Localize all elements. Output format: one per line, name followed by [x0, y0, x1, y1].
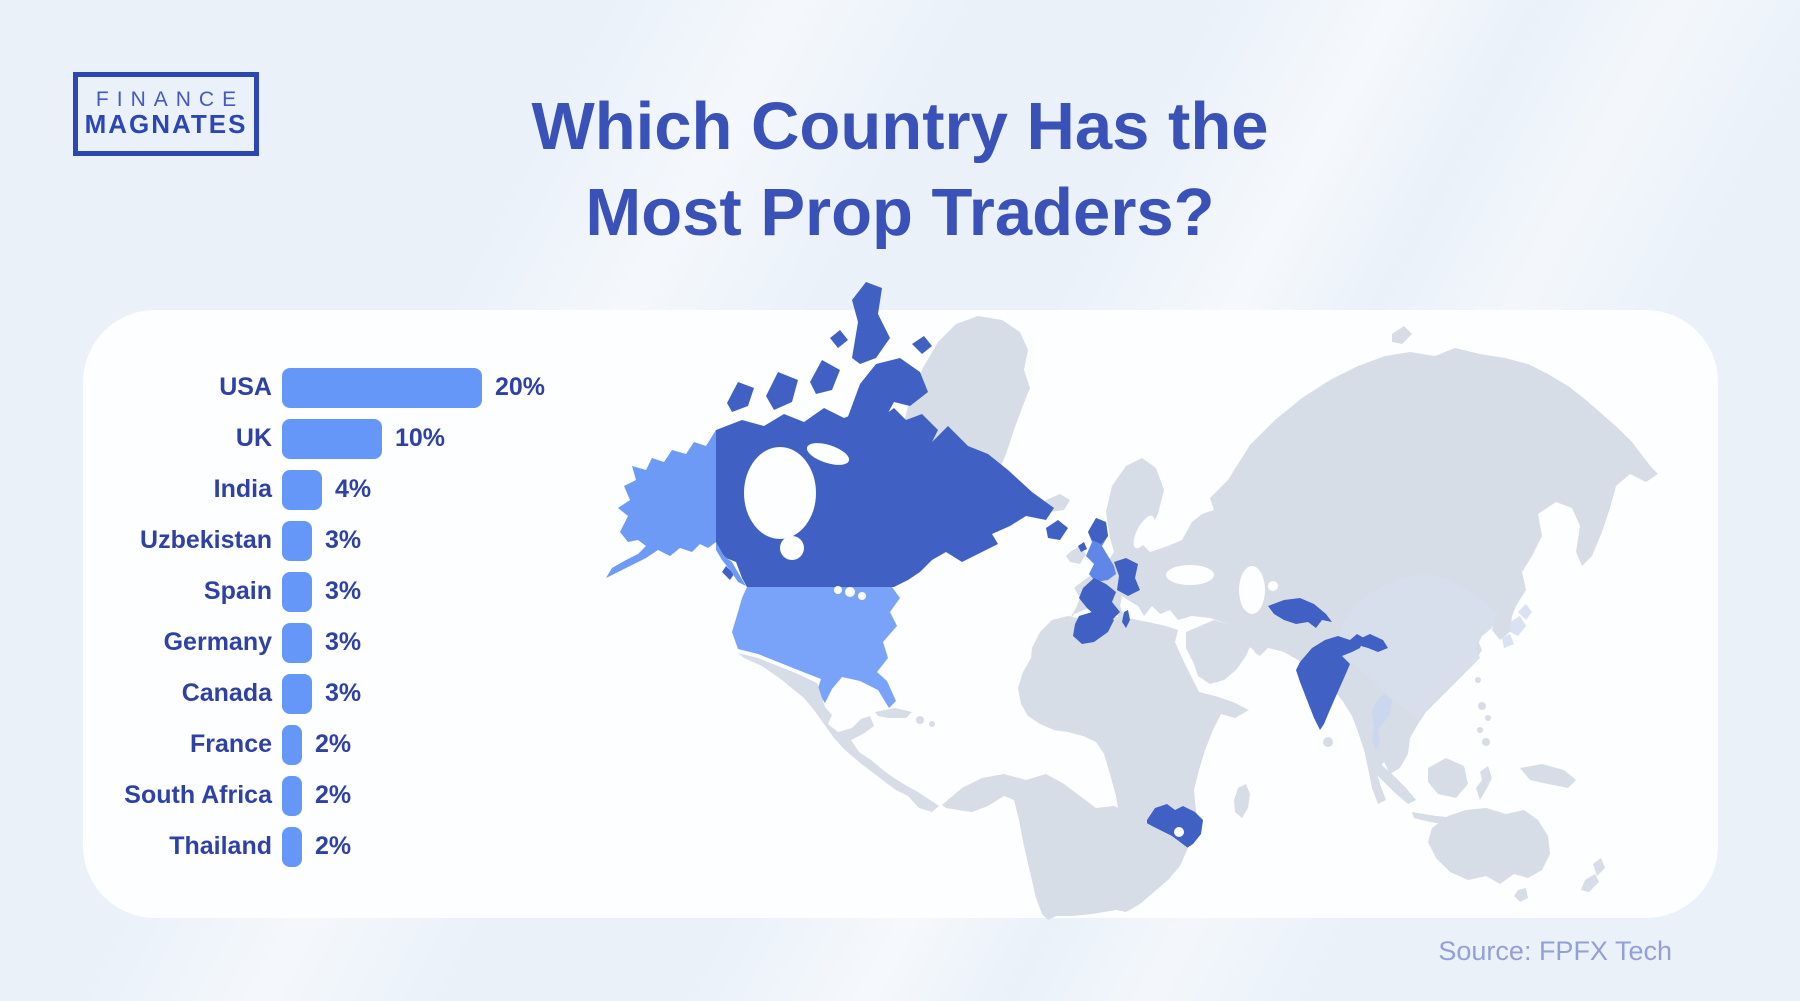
- bar-track: 2%: [282, 775, 352, 816]
- bar-value: 4%: [335, 475, 372, 503]
- map-scotland: [1088, 518, 1108, 544]
- bar-label: Canada: [181, 679, 272, 707]
- bar-label: South Africa: [124, 781, 272, 809]
- bar: [282, 826, 302, 867]
- map-indonesia: [1370, 758, 1576, 826]
- map-hudson-bay: [744, 443, 850, 560]
- bar-row: USA 20%: [83, 362, 643, 413]
- map-alaska: [606, 430, 746, 586]
- map-mexico: [738, 653, 939, 812]
- bar-row: Germany 3%: [83, 617, 643, 668]
- bar-label: Germany: [163, 628, 272, 656]
- world-map: [606, 282, 1658, 920]
- map-thailand: [1372, 694, 1392, 750]
- bar: [282, 367, 482, 408]
- bar: [282, 724, 302, 765]
- map-philippines: [1475, 677, 1491, 746]
- finance-magnates-logo: FINANCE MAGNATES: [73, 72, 259, 156]
- bar-row: South Africa 2%: [83, 770, 643, 821]
- map-germany: [1114, 558, 1140, 596]
- map-madagascar: [1234, 784, 1250, 818]
- bar-value: 2%: [315, 832, 352, 860]
- bar-value: 2%: [315, 730, 352, 758]
- bar-label: USA: [219, 373, 272, 401]
- map-japan: [1502, 604, 1532, 648]
- map-australia: [1428, 808, 1605, 902]
- bar-value: 20%: [495, 373, 546, 401]
- bar-label: France: [190, 730, 272, 758]
- bar-value: 2%: [315, 781, 352, 809]
- bar-label: UK: [235, 424, 272, 452]
- map-corsica: [1122, 610, 1130, 628]
- page-title-line1: Which Country Has the: [531, 89, 1269, 164]
- bar-value: 3%: [325, 526, 362, 554]
- bar: [282, 418, 382, 459]
- map-india: [1296, 634, 1364, 730]
- bar-track: 3%: [282, 673, 362, 714]
- map-uzbekistan: [1268, 598, 1332, 628]
- map-canada-arctic-islands: [722, 282, 1068, 580]
- bar-track: 10%: [282, 418, 446, 459]
- logo-line-magnates: MAGNATES: [84, 109, 248, 140]
- map-novaya-zemlya: [1442, 372, 1466, 396]
- bar-chart-rows: USA 20% UK 10% India 4% Uzbekistan 3% Spain 3% Ger…: [83, 362, 643, 872]
- bar-value: 3%: [325, 577, 362, 605]
- map-caribbean: [875, 708, 935, 727]
- bar-track: 3%: [282, 571, 362, 612]
- bar-track: 3%: [282, 520, 362, 561]
- map-france: [1079, 578, 1120, 620]
- bar-value: 10%: [395, 424, 446, 452]
- bar-label: Thailand: [169, 832, 272, 860]
- bar-track: 2%: [282, 724, 352, 765]
- bar-label: Uzbekistan: [140, 526, 272, 554]
- map-svalbard: [1392, 326, 1412, 344]
- map-usa: [732, 587, 900, 708]
- map-northern-ireland: [1078, 542, 1087, 552]
- map-sri-lanka: [1323, 737, 1333, 747]
- bar-track: 4%: [282, 469, 372, 510]
- bar-value: 3%: [325, 628, 362, 656]
- bar-track: 20%: [282, 367, 546, 408]
- map-africa: [1018, 616, 1249, 862]
- map-lesotho: [1174, 827, 1184, 837]
- map-great-lakes: [834, 586, 866, 600]
- map-spain: [1073, 612, 1114, 644]
- bar-chart: USA 20% UK 10% India 4% Uzbekistan 3% Spain 3% Ger…: [83, 310, 643, 872]
- bar-label: Spain: [203, 577, 272, 605]
- logo-line-finance: FINANCE: [95, 88, 245, 112]
- map-india-northeast: [1357, 634, 1388, 652]
- bar: [282, 469, 322, 510]
- bar-row: UK 10%: [83, 413, 643, 464]
- bar-row: India 4%: [83, 464, 643, 515]
- bar-row: France 2%: [83, 719, 643, 770]
- bar: [282, 520, 312, 561]
- map-arabia: [1186, 620, 1252, 684]
- bar: [282, 571, 312, 612]
- bar-track: 2%: [282, 826, 352, 867]
- bar-track: 3%: [282, 622, 362, 663]
- bar-row: Spain 3%: [83, 566, 643, 617]
- page-title-line2: Most Prop Traders?: [585, 174, 1215, 250]
- bar: [282, 673, 312, 714]
- bar-row: Uzbekistan 3%: [83, 515, 643, 566]
- bar: [282, 622, 312, 663]
- map-eurasia: [1063, 348, 1658, 804]
- bar: [282, 775, 302, 816]
- bar-label: India: [213, 475, 272, 503]
- map-south-america: [942, 774, 1188, 920]
- bar-row: Thailand 2%: [83, 821, 643, 872]
- source-text: Source: FPFX Tech: [1438, 936, 1672, 966]
- bar-value: 3%: [325, 679, 362, 707]
- map-china: [1336, 574, 1498, 720]
- bar-row: Canada 3%: [83, 668, 643, 719]
- page-title: Which Country Has the Most Prop Traders?: [0, 84, 1800, 256]
